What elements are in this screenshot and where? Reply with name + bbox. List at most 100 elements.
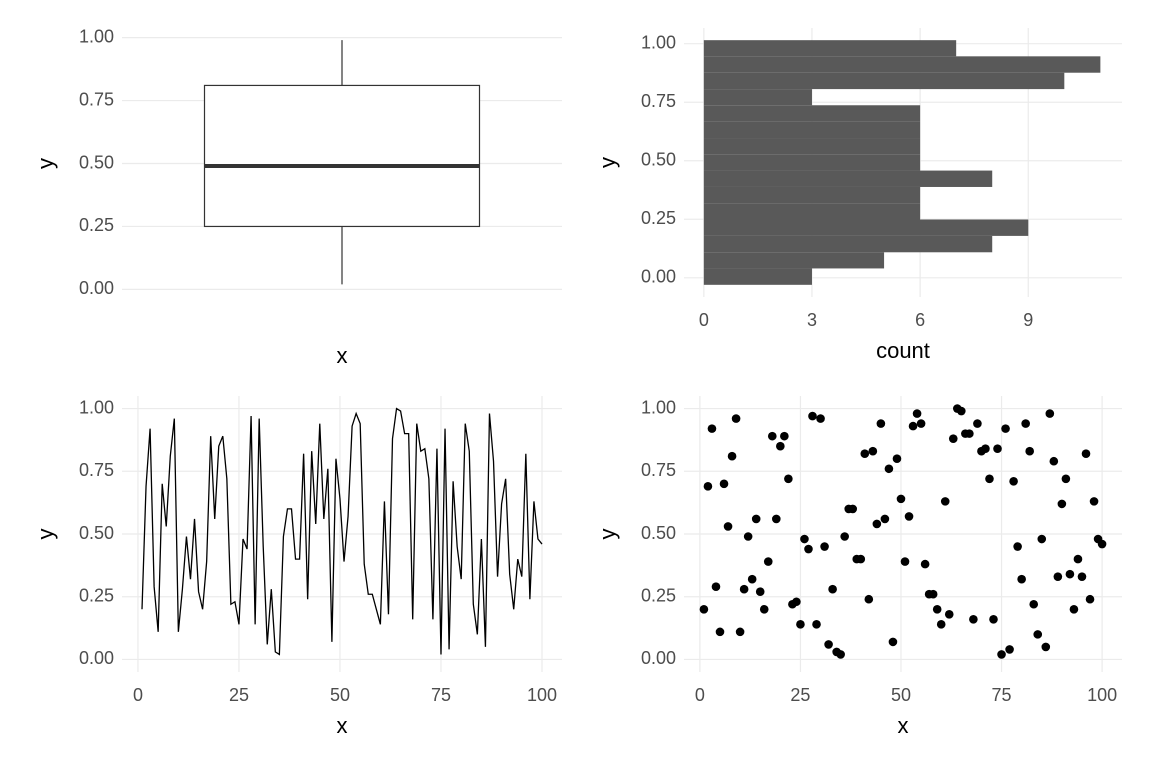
bar — [703, 89, 812, 106]
point — [1041, 642, 1051, 652]
y-tick-label: 0.25 — [641, 208, 676, 228]
point — [759, 604, 769, 614]
y-tick-label: 0.75 — [79, 460, 114, 480]
y-tick-label: 0.25 — [79, 585, 114, 605]
point — [1045, 409, 1055, 418]
point — [848, 504, 858, 514]
point — [884, 464, 894, 474]
x-tick-label: 25 — [790, 685, 810, 705]
point — [957, 406, 966, 416]
point — [888, 637, 898, 647]
point — [928, 589, 938, 599]
point — [936, 620, 946, 629]
x-tick-label: 75 — [431, 685, 451, 705]
x-axis-title: x — [337, 343, 348, 368]
point — [707, 424, 717, 433]
point — [989, 615, 998, 624]
point — [1049, 456, 1059, 466]
point — [872, 519, 882, 529]
point — [920, 559, 930, 569]
point — [840, 532, 849, 541]
point — [719, 479, 729, 489]
point — [792, 597, 801, 607]
y-tick-label: 0.00 — [641, 267, 676, 287]
x-tick-label: 25 — [229, 685, 249, 705]
point — [912, 409, 922, 418]
bar — [703, 186, 921, 204]
point — [876, 419, 886, 428]
x-tick-label: 0 — [695, 685, 705, 705]
point — [1097, 539, 1107, 549]
x-tick-label: 100 — [527, 685, 557, 705]
y-tick-label: 1.00 — [79, 26, 114, 46]
point — [820, 542, 829, 551]
y-tick-label: 0.25 — [79, 215, 114, 235]
point — [868, 446, 878, 456]
point — [1061, 474, 1071, 484]
point — [1085, 594, 1095, 604]
x-tick-label: 0 — [699, 310, 709, 330]
point — [743, 532, 753, 541]
point — [1009, 477, 1018, 486]
point — [908, 421, 918, 431]
point — [1073, 554, 1083, 564]
bar — [703, 170, 993, 187]
point — [747, 574, 757, 584]
x-axis-title: x — [337, 713, 348, 738]
x-tick-label: 50 — [330, 685, 350, 705]
point — [699, 604, 709, 614]
point — [751, 514, 761, 524]
point — [944, 609, 954, 619]
bar — [703, 40, 957, 57]
point — [1025, 446, 1034, 456]
y-tick-label: 0.50 — [641, 149, 676, 169]
bar — [703, 138, 921, 155]
point — [739, 584, 749, 594]
y-tick-label: 0.75 — [641, 91, 676, 111]
point — [763, 557, 773, 566]
bar — [703, 105, 921, 122]
point — [860, 449, 870, 459]
bar — [703, 219, 1029, 236]
point — [997, 650, 1006, 659]
x-tick-label: 75 — [992, 685, 1012, 705]
point — [816, 414, 825, 423]
point — [711, 582, 721, 591]
point — [1005, 645, 1014, 654]
point — [800, 534, 809, 544]
point — [796, 620, 805, 629]
y-tick-label: 0.50 — [641, 523, 676, 543]
point — [1001, 424, 1010, 433]
point — [723, 522, 733, 531]
point — [727, 451, 737, 461]
y-tick-label: 0.75 — [79, 89, 114, 109]
point — [731, 414, 741, 423]
point — [940, 497, 950, 506]
point — [856, 554, 866, 564]
y-tick-label: 1.00 — [79, 397, 114, 417]
point — [735, 627, 745, 637]
point — [985, 474, 994, 484]
point — [880, 514, 890, 524]
point — [776, 441, 785, 451]
point — [780, 431, 789, 441]
bar — [703, 268, 812, 285]
x-axis-title: x — [898, 713, 909, 738]
point — [1077, 572, 1087, 581]
point — [824, 640, 833, 649]
box — [203, 84, 481, 228]
point — [965, 429, 974, 438]
point — [892, 454, 902, 464]
point — [993, 444, 1002, 453]
bar — [703, 252, 885, 269]
y-tick-label: 1.00 — [641, 397, 676, 417]
point — [1081, 449, 1091, 459]
point — [804, 544, 813, 554]
x-tick-label: 0 — [133, 685, 143, 705]
point — [896, 494, 906, 504]
y-tick-label: 0.00 — [79, 278, 114, 298]
point — [948, 434, 958, 443]
y-tick-label: 0.00 — [79, 648, 114, 668]
point — [973, 419, 982, 428]
y-tick-label: 0.50 — [79, 152, 114, 172]
